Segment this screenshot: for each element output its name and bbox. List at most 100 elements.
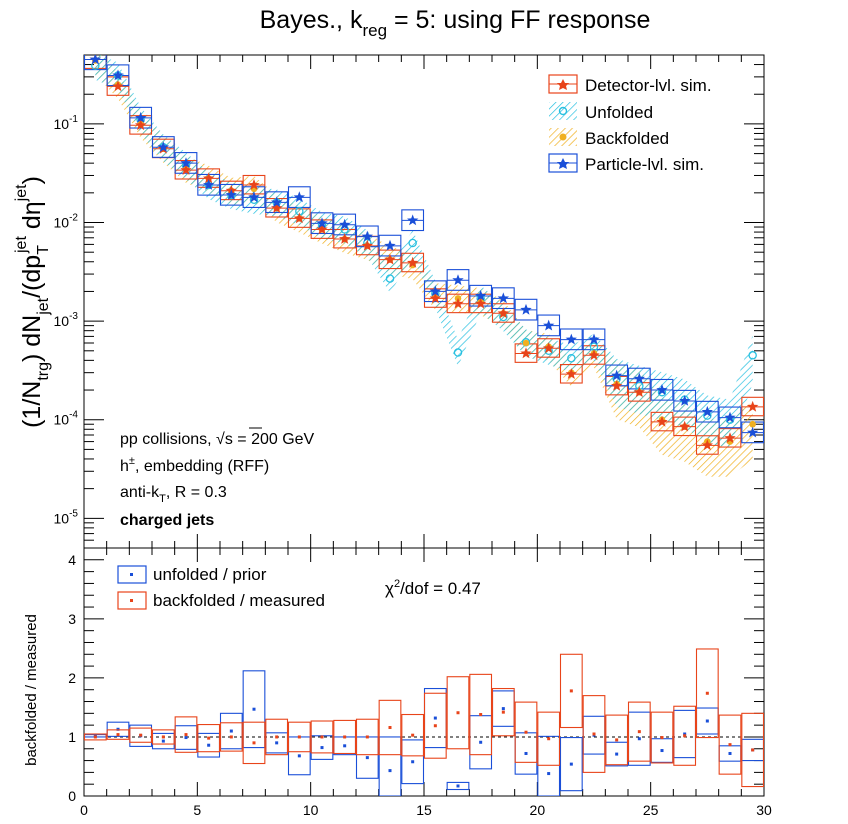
back_ratio-box [84, 733, 107, 741]
back_ratio-box [401, 713, 425, 757]
legend-item-unfolded-prior: unfolded / prior [117, 565, 267, 584]
unfolded-band [95, 55, 753, 448]
unf_ratio-point [615, 752, 619, 756]
particle-point [293, 191, 305, 203]
back_ratio-point [615, 738, 619, 742]
back_ratio-box [333, 719, 357, 755]
particle-point [361, 230, 373, 242]
x-tick-label: 5 [193, 802, 201, 818]
unf_ratio-point [547, 772, 551, 776]
annotation-charged-jets: charged jets [120, 512, 214, 529]
particle-point [157, 141, 169, 153]
particle-point [475, 289, 487, 301]
bottom-plot-data [84, 648, 764, 796]
back_ratio-box [310, 720, 334, 754]
back_ratio-box [129, 727, 153, 743]
detector-point [293, 212, 305, 224]
particle-point [384, 239, 396, 251]
detector-point [271, 202, 283, 213]
annotation-embedding: h±, embedding (RFF) [120, 455, 269, 475]
unf_ratio-point [501, 707, 505, 711]
particle-point [89, 55, 101, 65]
detector-point [429, 292, 441, 304]
y-tick-label: 10-5 [54, 508, 79, 526]
detector-point [520, 347, 532, 359]
unf_ratio-box [378, 736, 402, 796]
back_ratio-point [637, 730, 641, 734]
particle-point [203, 179, 215, 190]
back_ratio-box [650, 711, 674, 764]
detector-point [361, 239, 373, 251]
unf_ratio-box [537, 735, 561, 796]
svg-text:Backfolded: Backfolded [585, 129, 669, 148]
particle-point [543, 319, 555, 331]
unf_ratio-point [660, 749, 664, 753]
legend-item-particle: Particle-lvl. sim. [548, 153, 704, 174]
back_ratio-point [683, 734, 687, 738]
detector-point [384, 253, 396, 265]
x-tick-label: 20 [530, 802, 546, 818]
back_ratio-box [582, 695, 606, 773]
back_ratio-point [705, 691, 709, 695]
y-tick-label: 0 [68, 788, 76, 804]
back_ratio-box [219, 722, 243, 752]
backfolded-point [522, 339, 530, 347]
top-legend: Detector-lvl. sim. Unfolded Backfolded P… [548, 74, 712, 174]
back_ratio-box [695, 648, 719, 739]
unfolded-point [748, 351, 757, 360]
detector-point [135, 119, 147, 131]
unf_ratio-point [184, 736, 188, 740]
back_ratio-point [320, 735, 324, 739]
back_ratio-box [355, 718, 379, 756]
back_ratio-point [728, 743, 732, 747]
particle-point [429, 285, 441, 297]
detector-point [248, 179, 260, 190]
particle-point [339, 218, 351, 230]
annotation-collision: pp collisions, √s = 200 GeV [120, 431, 315, 448]
top-plot-data [84, 55, 764, 477]
back_ratio-box [378, 699, 402, 756]
detector-point [701, 439, 713, 451]
chi2-annotation: χ2/dof = 0.47 [385, 578, 481, 598]
particle-point [747, 426, 759, 438]
unf_ratio-point [683, 732, 687, 736]
back_ratio-box [627, 701, 651, 762]
particle-point [565, 333, 577, 345]
unf_ratio-box [401, 739, 425, 785]
back_ratio-box [446, 676, 470, 750]
y-tick-label: 1 [68, 729, 76, 745]
particle-point [611, 369, 623, 381]
detector-point [543, 342, 555, 354]
back_ratio-box [537, 711, 561, 766]
back_ratio-point [524, 730, 528, 734]
back_ratio-box [673, 705, 697, 766]
particle-point [180, 157, 192, 168]
detector-point [724, 432, 736, 443]
back_ratio-point [388, 726, 392, 730]
unf_ratio-point [388, 769, 392, 773]
back_ratio-point [501, 710, 505, 714]
back_ratio-box [741, 712, 764, 788]
unfolded-point [567, 354, 576, 363]
unf_ratio-point [275, 741, 279, 745]
back_ratio-point [297, 735, 301, 739]
unf_ratio-point [411, 760, 415, 764]
particle-point [520, 303, 532, 315]
back_ratio-point [93, 735, 97, 739]
unf_ratio-point [365, 756, 369, 760]
unf_ratio-point [343, 744, 347, 748]
detector-point [611, 380, 623, 391]
back_ratio-point [116, 733, 120, 737]
unf_ratio-point [637, 737, 641, 741]
top-axes: 10-5 10-4 10-3 10-2 10-1 [54, 54, 765, 548]
back_ratio-box [242, 721, 266, 765]
x-tick-label: 15 [416, 802, 432, 818]
backfolded-band [95, 55, 753, 477]
back_ratio-box [514, 701, 538, 763]
detector-point [633, 386, 645, 398]
y-tick-label: 2 [68, 670, 76, 686]
back_ratio-point [365, 735, 369, 739]
detector-point [339, 233, 351, 244]
x-tick-label: 25 [643, 802, 659, 818]
